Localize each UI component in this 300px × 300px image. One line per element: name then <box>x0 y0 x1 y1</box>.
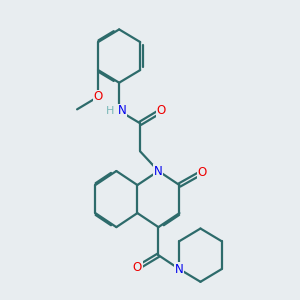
Text: N: N <box>154 164 163 178</box>
Text: O: O <box>197 166 206 179</box>
Text: O: O <box>133 261 142 274</box>
Text: O: O <box>94 90 103 103</box>
Text: O: O <box>157 104 166 117</box>
Text: N: N <box>175 263 184 276</box>
Text: H: H <box>106 106 114 116</box>
Text: N: N <box>118 104 126 117</box>
